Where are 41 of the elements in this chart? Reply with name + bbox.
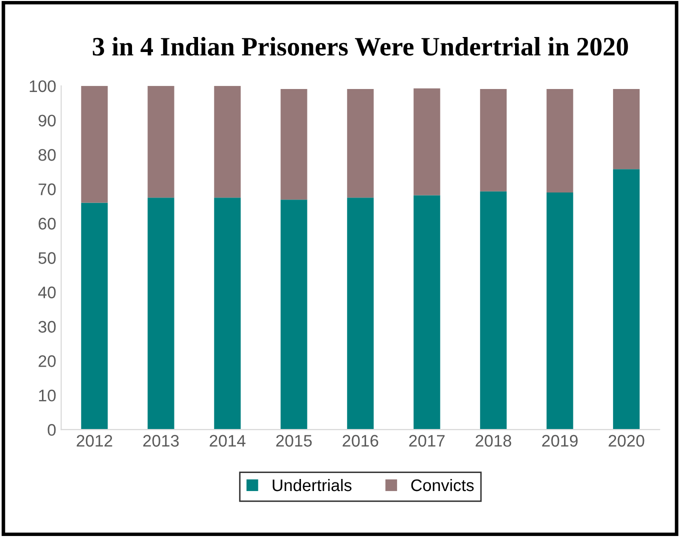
bar (214, 198, 241, 430)
y-tick-label: 90 (38, 114, 56, 126)
bar (480, 191, 507, 430)
bar (546, 89, 574, 192)
bar (81, 202, 108, 430)
y-tick-label: 60 (38, 218, 56, 230)
y-tick-label: 50 (38, 252, 56, 264)
bar (347, 198, 374, 430)
chart-title: 3 in 4 Indian Prisoners Were Undertrial in 2020 (92, 37, 628, 56)
bar (148, 86, 174, 198)
y-tick-label: 40 (38, 286, 56, 298)
bar (414, 88, 440, 196)
bar (414, 195, 440, 430)
x-tick-label: 2019 (542, 434, 578, 447)
bar (148, 198, 174, 430)
x-tick-label: 2014 (210, 434, 246, 447)
bar (546, 192, 574, 430)
bar (613, 89, 640, 170)
y-tick-label: 30 (38, 320, 56, 333)
y-tick-label: 100 (30, 80, 56, 92)
x-tick-label: 2020 (608, 434, 644, 447)
y-tick-label: 80 (38, 149, 56, 161)
y-tick-label: 20 (38, 355, 56, 368)
y-tick-label: 10 (39, 390, 56, 402)
x-tick-label: 2016 (342, 434, 378, 447)
x-tick-label: 2017 (409, 434, 445, 447)
y-tick-label: 70 (38, 183, 56, 196)
x-tick-label: 2018 (476, 434, 512, 447)
y-tick-label: 0 (48, 424, 56, 436)
legend-label: Undertrials (272, 478, 352, 492)
bar (214, 86, 241, 198)
bar (280, 89, 308, 200)
bar (81, 86, 108, 203)
bar (347, 89, 374, 198)
bar (613, 169, 640, 430)
x-tick-label: 2013 (143, 434, 179, 447)
bar (480, 89, 507, 192)
x-tick-label: 2012 (76, 434, 112, 447)
legend-label: Convicts (411, 478, 474, 492)
bar (280, 200, 308, 430)
x-tick-label: 2015 (276, 434, 312, 447)
